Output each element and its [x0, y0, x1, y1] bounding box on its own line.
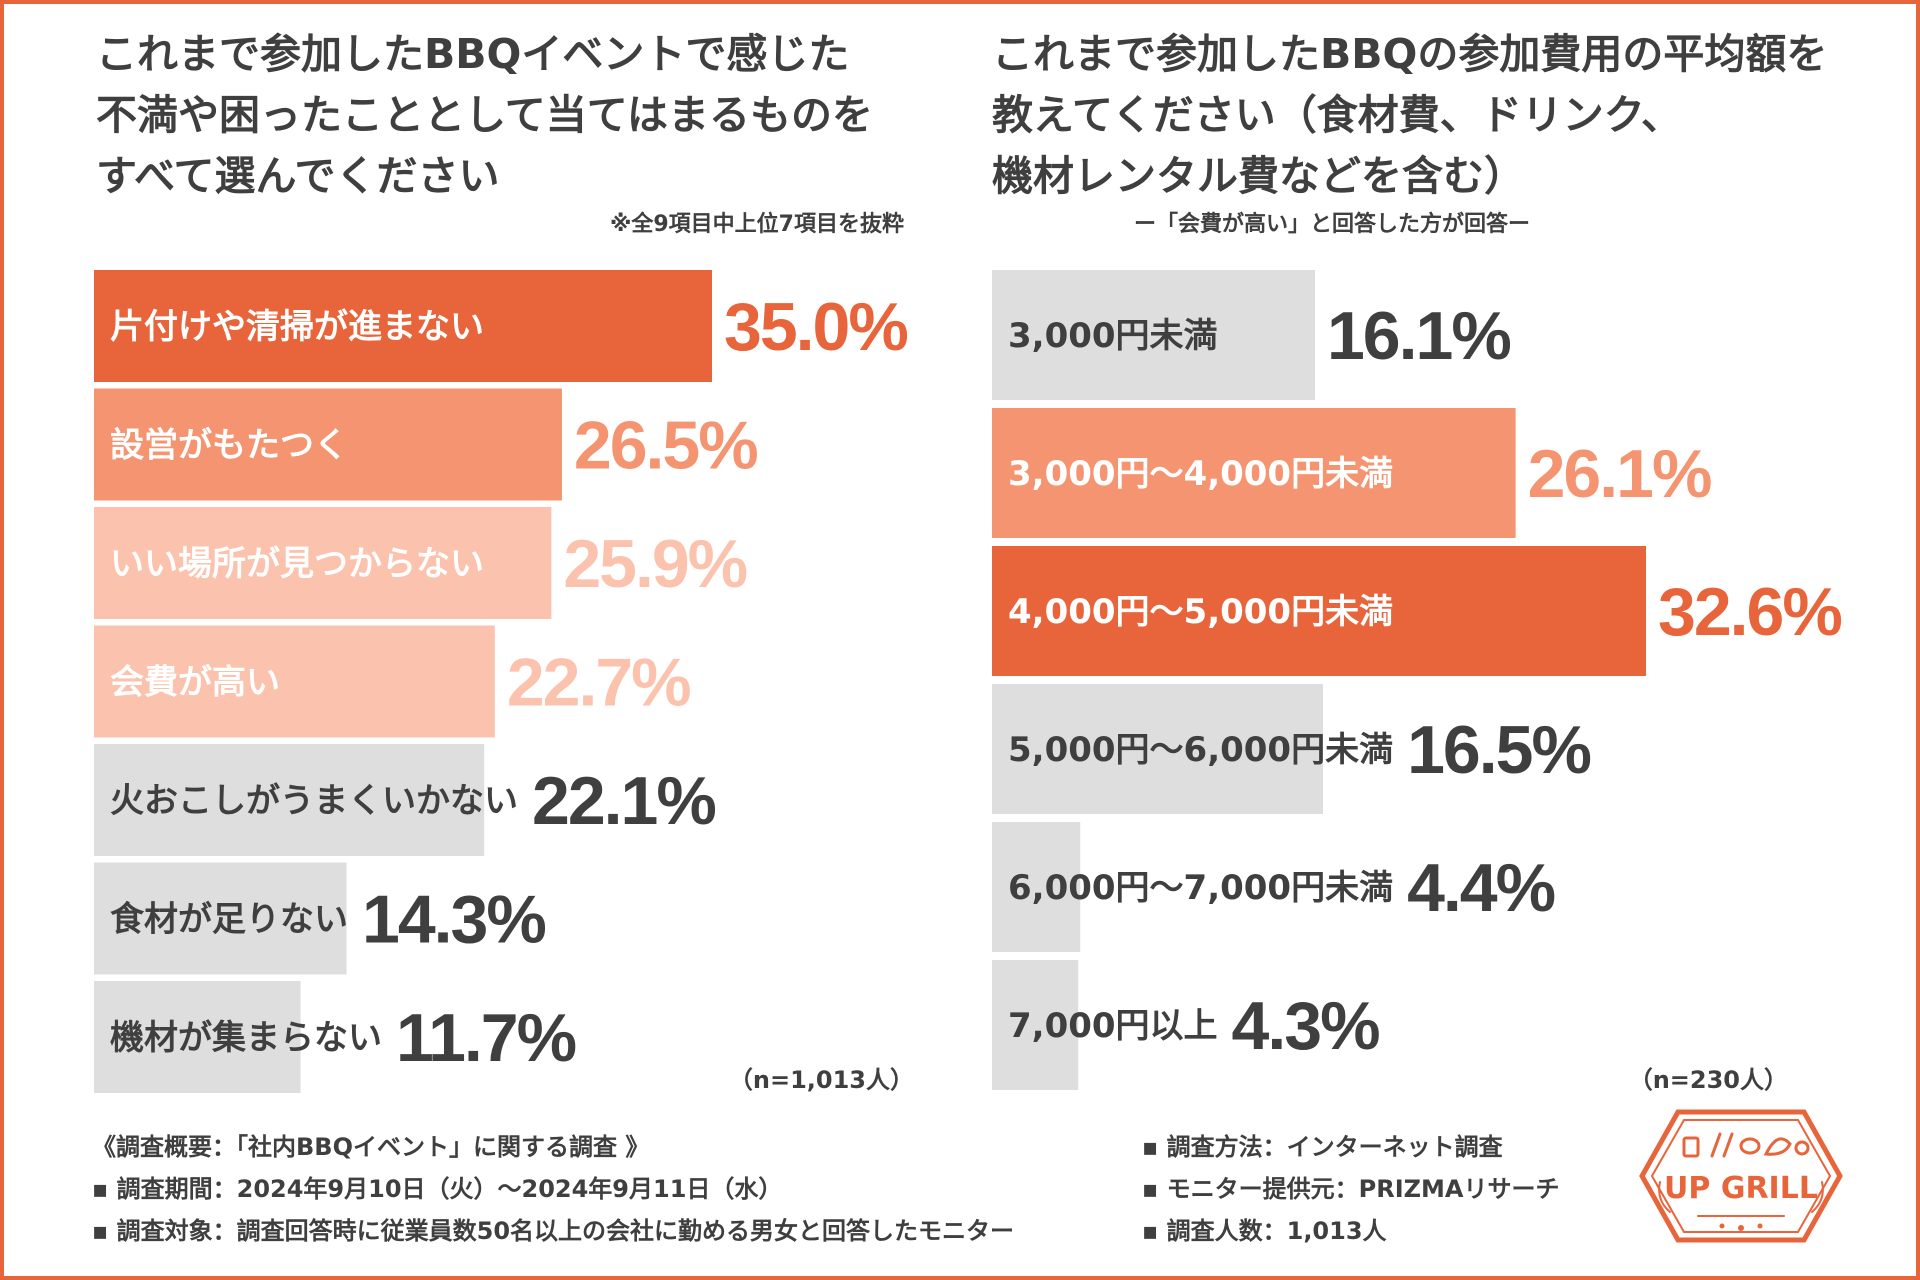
- logo-grill-icons: [1682, 1132, 1810, 1158]
- right-chart-title: これまで参加したBBQの参加費用の平均額を 教えてください（食材費、ドリンク、 …: [992, 30, 1828, 200]
- bar-value-0-4: 22.1%: [532, 763, 715, 839]
- bar-label-1-2: 4,000円〜5,000円未満: [1008, 592, 1393, 632]
- bar-label-0-2: いい場所が見つからない: [110, 544, 484, 584]
- left-chart-title: これまで参加したBBQイベントで感じた 不満や困ったこととして当てはまるものを …: [96, 30, 873, 200]
- bar-1-1: [992, 408, 1516, 538]
- bar-label-1-3: 5,000円〜6,000円未満: [1008, 730, 1393, 770]
- bar-value-0-3: 22.7%: [507, 645, 690, 721]
- bar-0-3: [94, 625, 495, 738]
- bar-1-2: [992, 546, 1646, 676]
- right-bar-chart: 3,000円未満 16.1% 3,000円〜4,000円未満 26.1% 4,000円〜…: [992, 270, 1843, 1090]
- bar-label-1-5: 7,000円以上: [1008, 1006, 1218, 1046]
- bar-label-0-1: 設営がもたつく: [110, 426, 348, 466]
- logo-hexagon-inner: [1650, 1119, 1832, 1233]
- survey-count: ▪ 調査人数：1,013人: [1142, 1217, 1387, 1245]
- right-chart-note: ー「会費が高い」と回答した方が回答ー: [1133, 212, 1530, 237]
- left-bar-chart: 片付けや清掃が進まない 35.0% 設営がもたつく 26.5% いい場所が見つからない 2…: [94, 270, 909, 1093]
- bar-label-0-3: 会費が高い: [110, 663, 280, 703]
- up-grill-logo: UP GRILL: [1639, 1109, 1843, 1243]
- bar-0-2: [94, 507, 552, 619]
- bar-value-0-6: 11.7%: [396, 1000, 576, 1076]
- survey-period: ▪ 調査期間：2024年9月10日（火）〜2024年9月11日（水）: [92, 1175, 783, 1203]
- bar-value-1-0: 16.1%: [1327, 298, 1510, 374]
- bar-value-0-5: 14.3%: [362, 882, 545, 958]
- bar-label-1-1: 3,000円〜4,000円未満: [1008, 454, 1393, 494]
- bar-label-1-0: 3,000円未満: [1008, 316, 1218, 356]
- right-sample-size: （n=230人）: [1628, 1066, 1788, 1094]
- bar-label-0-6: 機材が集まらない: [110, 1018, 382, 1058]
- survey-heading: 《調査概要：「社内BBQイベント」に関する調査 》: [92, 1133, 650, 1161]
- survey-target: ▪ 調査対象：調査回答時に従業員数50名以上の会社に勤める男女と回答したモニター: [92, 1217, 1015, 1245]
- survey-method: ▪ 調査方法：インターネット調査: [1142, 1133, 1503, 1161]
- bar-value-0-1: 26.5%: [574, 408, 757, 484]
- left-chart-note: ※全9項目中上位7項目を抜粋: [609, 212, 904, 237]
- bar-label-0-5: 食材が足りない: [110, 900, 348, 940]
- bar-0-4: [94, 744, 485, 856]
- bar-value-1-4: 4.4%: [1407, 850, 1555, 926]
- bar-label-0-4: 火おこしがうまくいかない: [110, 781, 518, 821]
- bar-label-0-0: 片付けや清掃が進まない: [110, 307, 484, 347]
- bar-value-1-1: 26.1%: [1528, 436, 1711, 512]
- bar-1-0: [992, 270, 1315, 400]
- bar-0-0: [94, 270, 712, 382]
- bar-value-1-2: 32.6%: [1658, 574, 1841, 650]
- bar-value-1-5: 4.3%: [1232, 988, 1380, 1064]
- left-sample-size: （n=1,013人）: [728, 1066, 914, 1094]
- bar-1-4: [992, 822, 1081, 952]
- logo-text: UP GRILL: [1664, 1171, 1818, 1206]
- bar-1-5: [992, 960, 1079, 1090]
- bar-0-1: [94, 388, 562, 501]
- bar-1-3: [992, 684, 1324, 814]
- bar-value-0-0: 35.0%: [724, 289, 907, 365]
- logo-laurels: [1658, 1181, 1824, 1217]
- bar-0-6: [94, 981, 301, 1093]
- bar-label-1-4: 6,000円〜7,000円未満: [1008, 868, 1393, 908]
- bar-value-0-2: 25.9%: [563, 526, 746, 602]
- bar-value-1-3: 16.5%: [1407, 712, 1590, 788]
- survey-provider: ▪ モニター提供元：PRIZMAリサーチ: [1142, 1175, 1560, 1203]
- logo-stars: [1719, 1223, 1763, 1231]
- bar-0-5: [94, 862, 347, 975]
